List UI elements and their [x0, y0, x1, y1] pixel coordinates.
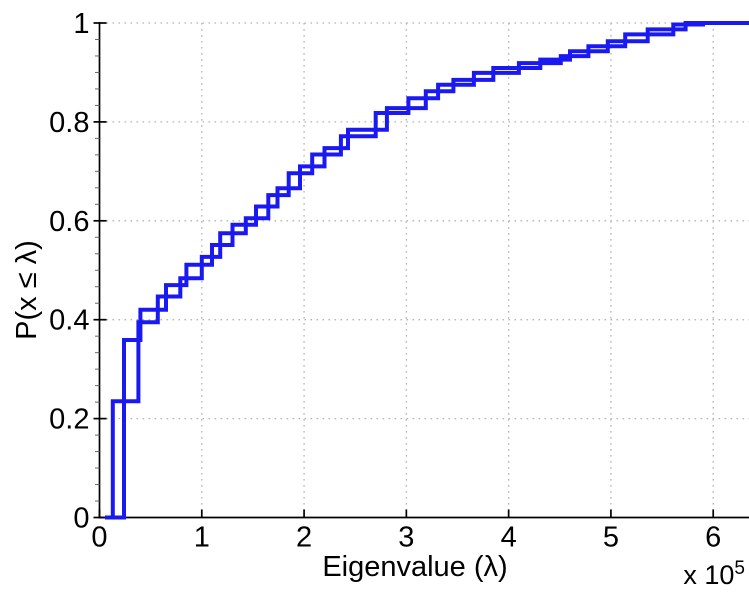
x-axis-exponent-label: x 105	[660, 558, 745, 591]
x-tick-label: 1	[194, 522, 210, 554]
y-tick-label: 0.4	[49, 305, 89, 337]
x-axis-label: Eigenvalue (λ)	[322, 551, 508, 583]
y-axis-label: P(x ≤ λ)	[11, 240, 43, 340]
x-tick-label: 2	[296, 522, 312, 554]
exponent-prefix: x 10	[683, 560, 735, 590]
x-tick-label: 6	[705, 522, 721, 554]
x-tick-label: 5	[603, 522, 619, 554]
ecdf-curve-2	[105, 21, 749, 520]
x-tick-label: 0	[91, 522, 107, 554]
ecdf-curve-1	[105, 21, 749, 520]
y-tick-label: 1	[73, 8, 89, 40]
exponent-value: 5	[734, 558, 745, 579]
x-tick-label: 3	[398, 522, 414, 554]
y-tick-label: 0.6	[49, 206, 89, 238]
y-tick-label: 0.8	[49, 107, 89, 139]
x-tick-label: 4	[501, 522, 517, 554]
y-tick-label: 0	[73, 503, 89, 535]
y-tick-label: 0.2	[49, 404, 89, 436]
